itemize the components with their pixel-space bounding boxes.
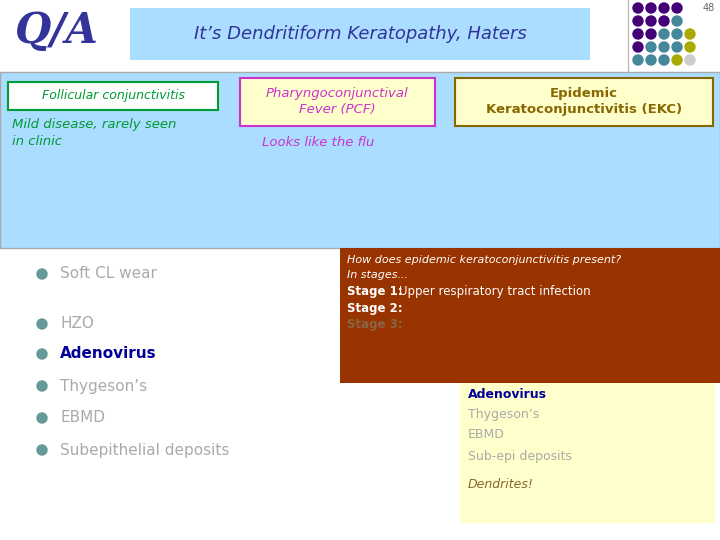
- Text: Dendrites!: Dendrites!: [468, 478, 534, 491]
- Text: Upper respiratory tract infection: Upper respiratory tract infection: [399, 285, 590, 298]
- Circle shape: [646, 29, 656, 39]
- Circle shape: [37, 349, 47, 359]
- Text: Stage 2:: Stage 2:: [347, 302, 402, 315]
- Circle shape: [672, 3, 682, 13]
- Text: Sub-epi deposits: Sub-epi deposits: [468, 450, 572, 463]
- Text: Adenovirus: Adenovirus: [60, 347, 157, 361]
- Text: Looks like the flu: Looks like the flu: [262, 136, 374, 149]
- Circle shape: [646, 55, 656, 65]
- Circle shape: [659, 3, 669, 13]
- Bar: [0, 248, 720, 540]
- Text: Stage 3:: Stage 3:: [347, 318, 402, 331]
- Circle shape: [37, 319, 47, 329]
- Circle shape: [633, 3, 643, 13]
- Text: Q/A: Q/A: [15, 10, 99, 52]
- Circle shape: [37, 413, 47, 423]
- Circle shape: [659, 29, 669, 39]
- Text: Adenovirus: Adenovirus: [468, 388, 547, 401]
- Circle shape: [685, 29, 695, 39]
- Text: Thygeson’s: Thygeson’s: [468, 408, 539, 421]
- Text: Follicular conjunctivitis: Follicular conjunctivitis: [42, 90, 184, 103]
- Circle shape: [672, 16, 682, 26]
- Circle shape: [659, 42, 669, 52]
- Circle shape: [685, 55, 695, 65]
- Circle shape: [646, 16, 656, 26]
- Text: EBMD: EBMD: [60, 410, 105, 426]
- Text: Mild disease, rarely seen
in clinic: Mild disease, rarely seen in clinic: [12, 118, 176, 148]
- Circle shape: [633, 29, 643, 39]
- Circle shape: [646, 3, 656, 13]
- Circle shape: [633, 55, 643, 65]
- Text: It’s Dendritiform Keratopathy, Haters: It’s Dendritiform Keratopathy, Haters: [194, 25, 526, 43]
- Circle shape: [659, 16, 669, 26]
- Circle shape: [646, 42, 656, 52]
- Bar: [0, 72, 720, 248]
- Text: EBMD: EBMD: [468, 428, 505, 441]
- Text: Stage 1:: Stage 1:: [347, 285, 402, 298]
- Bar: [240, 78, 435, 126]
- Text: Subepithelial deposits: Subepithelial deposits: [60, 442, 230, 457]
- Text: How does epidemic keratoconjunctivitis present?: How does epidemic keratoconjunctivitis p…: [347, 255, 621, 265]
- Bar: [8, 82, 218, 110]
- Circle shape: [672, 55, 682, 65]
- Bar: [460, 383, 715, 523]
- Bar: [340, 248, 720, 383]
- Text: Thygeson’s: Thygeson’s: [60, 379, 147, 394]
- Text: Epidemic
Keratoconjunctivitis (EKC): Epidemic Keratoconjunctivitis (EKC): [486, 87, 682, 117]
- Circle shape: [672, 29, 682, 39]
- Circle shape: [659, 55, 669, 65]
- Text: In stages...: In stages...: [347, 270, 408, 280]
- Text: HZO: HZO: [60, 316, 94, 332]
- Text: 48: 48: [703, 3, 715, 13]
- Bar: [130, 8, 590, 60]
- Text: Pharyngoconjunctival
Fever (PCF): Pharyngoconjunctival Fever (PCF): [266, 87, 408, 117]
- Circle shape: [37, 381, 47, 391]
- Circle shape: [633, 42, 643, 52]
- Circle shape: [685, 42, 695, 52]
- Circle shape: [37, 445, 47, 455]
- Circle shape: [633, 16, 643, 26]
- Circle shape: [672, 42, 682, 52]
- Text: Soft CL wear: Soft CL wear: [60, 267, 157, 281]
- Bar: [455, 78, 713, 126]
- Circle shape: [37, 269, 47, 279]
